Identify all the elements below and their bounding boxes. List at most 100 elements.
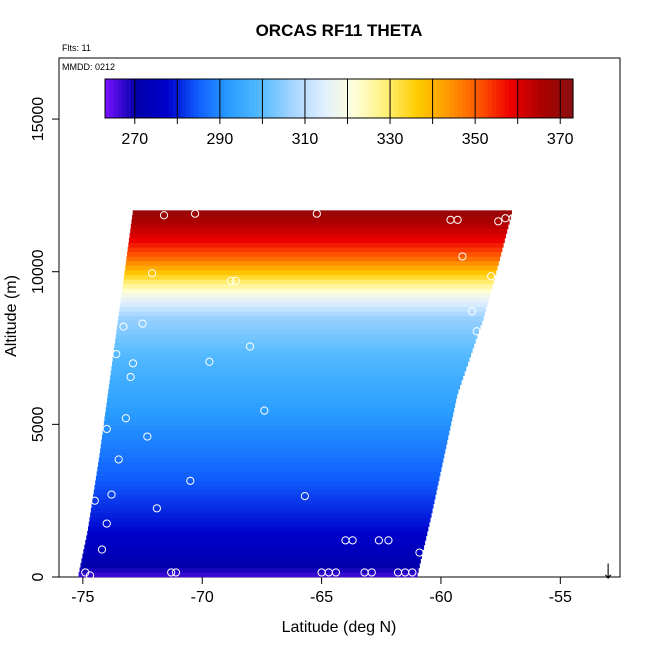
colorbar-swatch <box>424 79 429 118</box>
x-axis-title: Latitude (deg N) <box>282 619 397 636</box>
field-row <box>128 237 505 244</box>
data-point <box>102 519 111 528</box>
colorbar-tick-label: 310 <box>292 131 319 148</box>
field-row <box>102 430 450 436</box>
colorbar-swatch <box>109 79 115 118</box>
date-note: MMDD: 0212 <box>62 62 115 72</box>
direction-arrow-icon: ↓ <box>602 554 615 584</box>
colorbar-swatch <box>177 79 183 118</box>
field-row <box>88 526 429 532</box>
colorbar-swatch <box>568 79 574 118</box>
field-row <box>107 393 458 399</box>
colorbar-swatch <box>245 79 251 118</box>
field-row <box>116 329 479 335</box>
colorbar-swatch <box>479 79 485 118</box>
field-row <box>105 407 455 413</box>
colorbar-swatch <box>411 79 417 118</box>
colorbar-swatch <box>105 79 110 118</box>
colorbar-swatch <box>326 79 332 118</box>
colorbar-swatch <box>517 79 523 118</box>
colorbar-tick-label: 350 <box>462 131 489 148</box>
field-row <box>130 224 509 230</box>
data-point <box>245 342 255 351</box>
colorbar-swatch <box>279 79 285 118</box>
colorbar-swatch <box>500 79 506 118</box>
colorbar-swatch <box>509 79 515 118</box>
colorbar-tick-label: 330 <box>377 131 404 148</box>
field-row <box>126 256 501 262</box>
colorbar-swatch <box>253 79 259 118</box>
colorbar-swatch <box>258 79 264 118</box>
colorbar-swatch <box>377 79 383 118</box>
field-row <box>98 457 444 463</box>
data-point <box>226 276 235 285</box>
colorbar-swatch <box>126 79 132 118</box>
field-row <box>131 219 510 225</box>
data-point <box>85 571 95 580</box>
field-row <box>120 297 489 303</box>
field-row <box>90 508 433 514</box>
field-row <box>118 311 485 317</box>
colorbar-swatch <box>415 79 421 118</box>
colorbar-swatch <box>185 79 191 118</box>
observation-points <box>81 209 517 580</box>
colorbar-swatch <box>207 79 212 118</box>
colorbar-swatch <box>117 79 123 118</box>
colorbar-swatch <box>122 79 127 118</box>
data-point <box>152 504 161 513</box>
field-row <box>91 503 434 509</box>
colorbar-swatch <box>398 79 404 118</box>
colorbar-swatch <box>190 79 195 118</box>
field-row <box>99 453 445 459</box>
colorbar-swatch <box>351 79 357 118</box>
colorbar-swatch <box>228 79 234 118</box>
data-point <box>119 322 128 331</box>
data-point <box>467 307 477 316</box>
field-row <box>84 544 425 550</box>
field-row <box>85 540 426 546</box>
field-row <box>100 448 446 454</box>
colorbar-swatch <box>181 79 187 118</box>
colorbar-swatch <box>232 79 238 118</box>
colorbar-swatch <box>534 79 540 118</box>
field-row <box>95 480 439 486</box>
data-point <box>126 372 135 382</box>
field-row <box>130 228 508 234</box>
data-point <box>312 209 321 218</box>
data-point <box>384 536 393 545</box>
field-row <box>81 558 421 564</box>
colorbar-swatch <box>283 79 289 118</box>
data-point <box>171 568 181 577</box>
colorbar-swatch <box>334 79 340 118</box>
colorbar-swatch <box>564 79 570 118</box>
field-row <box>119 306 487 312</box>
colorbar-swatch <box>436 79 442 118</box>
field-row <box>121 292 490 298</box>
field-row <box>110 375 464 381</box>
colorbar-swatch <box>364 79 370 118</box>
field-row <box>122 283 493 289</box>
colorbar-swatch <box>470 79 476 118</box>
colorbar-swatch <box>330 79 336 118</box>
field-row <box>105 411 454 418</box>
field-row <box>111 366 467 372</box>
data-point <box>138 319 147 328</box>
x-tick-label: -55 <box>549 589 572 606</box>
field-row <box>95 475 440 482</box>
field-row <box>124 269 497 276</box>
colorbar-swatch <box>317 79 323 118</box>
y-axis-title: Altitude (m) <box>3 275 20 357</box>
field-row <box>117 320 483 326</box>
colorbar-swatch <box>538 79 544 118</box>
colorbar-swatch <box>164 79 170 118</box>
field-row <box>132 214 511 221</box>
colorbar-swatch <box>343 79 349 118</box>
field-row <box>125 260 499 266</box>
colorbar-swatch <box>215 79 221 118</box>
colorbar-swatch <box>526 79 532 118</box>
field-row <box>103 425 451 431</box>
field-row <box>103 421 452 427</box>
data-point <box>486 272 496 281</box>
field-row <box>109 379 462 385</box>
colorbar-swatch <box>428 79 434 118</box>
